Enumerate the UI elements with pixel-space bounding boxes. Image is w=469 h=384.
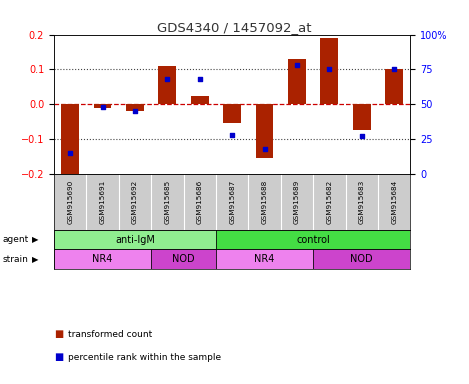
Text: NR4: NR4 — [92, 254, 113, 264]
Bar — [256, 104, 273, 158]
Text: ■: ■ — [54, 329, 63, 339]
Point — [293, 62, 301, 68]
Text: GSM915691: GSM915691 — [99, 180, 106, 224]
Text: GSM915687: GSM915687 — [229, 180, 235, 224]
Point — [196, 76, 204, 82]
Text: GSM915685: GSM915685 — [164, 180, 170, 224]
Text: ▶: ▶ — [32, 255, 38, 263]
Text: GSM915692: GSM915692 — [132, 180, 138, 224]
Point — [67, 150, 74, 156]
Bar — [94, 104, 112, 108]
Bar — [54, 230, 216, 249]
Text: GSM915682: GSM915682 — [326, 180, 333, 224]
Point — [261, 146, 268, 152]
Text: anti-IgM: anti-IgM — [115, 235, 155, 245]
Bar — [313, 249, 410, 269]
Text: GDS4340 / 1457092_at: GDS4340 / 1457092_at — [157, 21, 312, 34]
Bar — [54, 249, 151, 269]
Point — [390, 66, 398, 73]
Text: GSM915690: GSM915690 — [67, 180, 73, 224]
Point — [228, 132, 236, 138]
Point — [358, 133, 365, 139]
Text: GSM915686: GSM915686 — [197, 180, 203, 224]
Text: percentile rank within the sample: percentile rank within the sample — [68, 353, 221, 362]
Bar — [126, 104, 144, 111]
Bar — [385, 70, 403, 104]
Bar — [151, 249, 216, 269]
Bar — [353, 104, 371, 131]
Bar — [216, 230, 410, 249]
Text: ■: ■ — [54, 352, 63, 362]
Text: ▶: ▶ — [32, 235, 38, 244]
Text: transformed count: transformed count — [68, 329, 152, 339]
Bar — [216, 249, 313, 269]
Bar — [61, 104, 79, 174]
Text: agent: agent — [2, 235, 29, 244]
Text: NOD: NOD — [350, 254, 373, 264]
Text: GSM915684: GSM915684 — [391, 180, 397, 224]
Text: NOD: NOD — [172, 254, 195, 264]
Text: GSM915688: GSM915688 — [262, 180, 267, 224]
Bar — [223, 104, 241, 123]
Bar — [159, 66, 176, 104]
Text: NR4: NR4 — [254, 254, 275, 264]
Point — [131, 108, 139, 114]
Bar — [191, 96, 209, 104]
Text: GSM915683: GSM915683 — [359, 180, 365, 224]
Text: strain: strain — [2, 255, 28, 263]
Point — [164, 76, 171, 82]
Bar — [288, 59, 306, 104]
Point — [325, 66, 333, 73]
Text: GSM915689: GSM915689 — [294, 180, 300, 224]
Text: control: control — [296, 235, 330, 245]
Point — [99, 104, 106, 110]
Bar — [320, 38, 338, 104]
